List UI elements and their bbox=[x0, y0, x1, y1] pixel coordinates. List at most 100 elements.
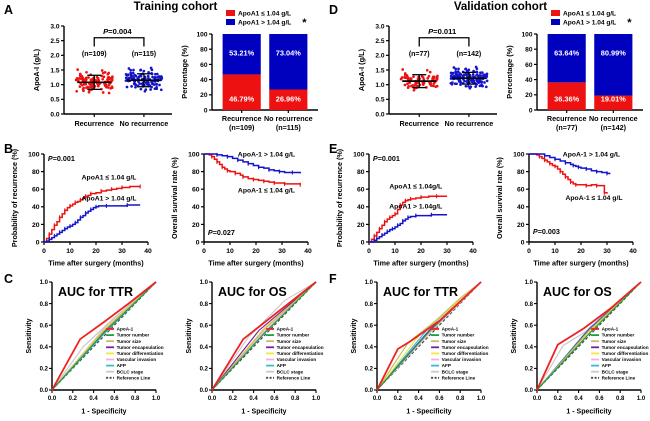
svg-text:0.2: 0.2 bbox=[394, 396, 403, 402]
svg-text:Sensitivity: Sensitivity bbox=[511, 318, 518, 353]
panel-letter-b: B bbox=[4, 142, 14, 156]
svg-text:40: 40 bbox=[517, 204, 525, 211]
svg-text:ApoA1 > 1.04 g/L: ApoA1 > 1.04 g/L bbox=[82, 196, 137, 203]
svg-text:Tumor number: Tumor number bbox=[602, 333, 635, 338]
validation-roc-ttr-chart: 0.0 0.2 0.4 0.6 0.8 1.0 0.0 0.2 0.4 0.6 0.8 1.0 1 - … bbox=[347, 276, 489, 416]
svg-text:1 - Specificity: 1 - Specificity bbox=[81, 409, 126, 416]
svg-text:Tumor differentiation: Tumor differentiation bbox=[117, 351, 164, 356]
svg-text:ApoA-1 ≤ 1.04 g/L: ApoA-1 ≤ 1.04 g/L bbox=[566, 195, 623, 202]
svg-text:46.79%: 46.79% bbox=[229, 95, 254, 104]
svg-text:40: 40 bbox=[32, 204, 40, 211]
svg-text:ApoA1 > 1.04g/L: ApoA1 > 1.04g/L bbox=[389, 204, 442, 211]
svg-text:Reference Line: Reference Line bbox=[277, 375, 311, 380]
svg-text:0.4: 0.4 bbox=[200, 345, 209, 351]
svg-text:1.0: 1.0 bbox=[365, 280, 374, 286]
svg-text:0.6: 0.6 bbox=[40, 323, 49, 329]
svg-text:ApoA-1 > 1.04 g/L: ApoA-1 > 1.04 g/L bbox=[563, 152, 620, 159]
svg-text:0.0: 0.0 bbox=[533, 396, 542, 402]
svg-text:Tumor encapsulation: Tumor encapsulation bbox=[277, 345, 324, 350]
svg-text:BCLC stage: BCLC stage bbox=[277, 369, 304, 374]
svg-text:P=0.011: P=0.011 bbox=[428, 27, 457, 36]
svg-text:ApoA-1 ≤ 1.04 g/L: ApoA-1 ≤ 1.04 g/L bbox=[238, 188, 295, 195]
svg-text:0.8: 0.8 bbox=[616, 396, 625, 402]
svg-text:30: 30 bbox=[443, 248, 451, 255]
svg-text:60: 60 bbox=[525, 62, 533, 69]
validation-apoa1-scatter-chart: 0.0 0.5 1.0 1.5 2.0 2.5 3.0 ApoA-I (g/L) (n=77) R… bbox=[355, 12, 505, 138]
svg-text:1.0: 1.0 bbox=[525, 280, 534, 286]
svg-text:1 - Specificity: 1 - Specificity bbox=[406, 409, 451, 416]
svg-text:1.0: 1.0 bbox=[40, 280, 49, 286]
svg-text:0.5: 0.5 bbox=[50, 97, 59, 104]
svg-text:P=0.001: P=0.001 bbox=[48, 154, 75, 163]
training-roc-os-chart: 0.0 0.2 0.4 0.6 0.8 1.0 0.0 0.2 0.4 0.6 0.8 1.0 1 - … bbox=[182, 276, 324, 416]
svg-text:Vascular invasion: Vascular invasion bbox=[442, 357, 482, 362]
svg-text:Tumor number: Tumor number bbox=[442, 333, 475, 338]
svg-text:ApoA-I (g/L): ApoA-I (g/L) bbox=[357, 48, 366, 91]
svg-text:Tumor size: Tumor size bbox=[602, 339, 627, 344]
panel-letter-c: C bbox=[4, 272, 14, 286]
validation-recurrence-km-chart: 0 10 20 30 40 0 20 40 60 80 100 Time after surgery … bbox=[333, 146, 485, 268]
training-roc-ttr-chart: 0.0 0.2 0.4 0.6 0.8 1.0 0.0 0.2 0.4 0.6 0.8 1.0 1 - … bbox=[22, 276, 164, 416]
svg-text:ApoA1 ≤ 1.04g/L: ApoA1 ≤ 1.04g/L bbox=[389, 183, 442, 190]
validation-percentage-bars-chart: 0 20 40 60 80 100 Percentage (%) 36.36% 63.64% Re… bbox=[503, 8, 649, 140]
training-apoa1-scatter-chart: 0.0 0.5 1.0 1.5 2.0 2.5 3.0 ApoA-I (g/L) (n=109)… bbox=[30, 12, 180, 138]
svg-text:Tumor number: Tumor number bbox=[277, 333, 310, 338]
svg-text:100: 100 bbox=[196, 31, 207, 38]
svg-text:P=0.027: P=0.027 bbox=[208, 228, 235, 237]
svg-text:Time after surgery (months): Time after surgery (months) bbox=[373, 259, 469, 268]
svg-text:ApoA-1: ApoA-1 bbox=[602, 327, 619, 332]
svg-text:0.0: 0.0 bbox=[50, 111, 59, 118]
validation-cohort-title: Validation cohort bbox=[453, 1, 548, 13]
svg-text:2.5: 2.5 bbox=[50, 38, 59, 45]
svg-text:AFP: AFP bbox=[602, 363, 611, 368]
svg-text:20: 20 bbox=[32, 222, 40, 229]
svg-text:BCLC stage: BCLC stage bbox=[442, 369, 469, 374]
svg-text:AFP: AFP bbox=[442, 363, 451, 368]
svg-text:0.2: 0.2 bbox=[40, 367, 49, 373]
svg-text:30: 30 bbox=[278, 248, 286, 255]
svg-text:Overall survival rate (%): Overall survival rate (%) bbox=[495, 156, 504, 239]
training-survival-km-chart: 0 10 20 30 40 0 20 40 60 80 100 Time after surgery … bbox=[168, 146, 320, 268]
svg-text:Time after surgery (months): Time after surgery (months) bbox=[48, 259, 144, 268]
svg-text:100: 100 bbox=[521, 31, 532, 38]
svg-text:40: 40 bbox=[357, 204, 365, 211]
svg-text:ApoA-1: ApoA-1 bbox=[442, 327, 459, 332]
svg-text:Tumor differentiation: Tumor differentiation bbox=[602, 351, 649, 356]
svg-text:20: 20 bbox=[525, 92, 533, 99]
svg-text:0.2: 0.2 bbox=[554, 396, 563, 402]
svg-text:0.8: 0.8 bbox=[365, 302, 374, 308]
svg-text:0.4: 0.4 bbox=[89, 396, 98, 402]
svg-text:Percentage (%): Percentage (%) bbox=[505, 45, 514, 99]
svg-text:100: 100 bbox=[188, 151, 200, 158]
svg-text:10: 10 bbox=[66, 248, 74, 255]
svg-text:80: 80 bbox=[525, 47, 533, 54]
svg-text:0.4: 0.4 bbox=[525, 345, 534, 351]
svg-text:0.4: 0.4 bbox=[414, 396, 423, 402]
svg-text:*: * bbox=[302, 17, 307, 29]
svg-text:0: 0 bbox=[361, 239, 365, 246]
training-recurrence-km-chart: 0 10 20 30 40 0 20 40 60 80 100 Time after surgery … bbox=[8, 146, 160, 268]
svg-text:73.04%: 73.04% bbox=[276, 48, 301, 57]
svg-text:0.6: 0.6 bbox=[110, 396, 119, 402]
svg-text:1.5: 1.5 bbox=[50, 67, 59, 74]
svg-text:80: 80 bbox=[32, 169, 40, 176]
svg-text:2.0: 2.0 bbox=[50, 53, 59, 60]
panel-letter-d: D bbox=[329, 3, 339, 17]
svg-text:AFP: AFP bbox=[277, 363, 286, 368]
svg-text:1.0: 1.0 bbox=[50, 82, 59, 89]
svg-text:0.4: 0.4 bbox=[365, 345, 374, 351]
svg-text:AUC for TTR: AUC for TTR bbox=[383, 285, 458, 299]
svg-text:0.4: 0.4 bbox=[40, 345, 49, 351]
svg-text:ApoA1 ≤ 1.04 g/L: ApoA1 ≤ 1.04 g/L bbox=[82, 175, 137, 182]
svg-text:2.0: 2.0 bbox=[375, 53, 384, 60]
svg-text:0.0: 0.0 bbox=[40, 388, 49, 394]
svg-text:0.4: 0.4 bbox=[574, 396, 583, 402]
svg-text:1.0: 1.0 bbox=[200, 280, 209, 286]
svg-text:20: 20 bbox=[252, 248, 260, 255]
svg-text:Tumor encapsulation: Tumor encapsulation bbox=[442, 345, 489, 350]
svg-text:BCLC stage: BCLC stage bbox=[602, 369, 629, 374]
svg-text:Time after surgery (months): Time after surgery (months) bbox=[208, 259, 304, 268]
svg-text:0.0: 0.0 bbox=[373, 396, 382, 402]
svg-text:60: 60 bbox=[192, 187, 200, 194]
svg-text:100: 100 bbox=[513, 151, 525, 158]
